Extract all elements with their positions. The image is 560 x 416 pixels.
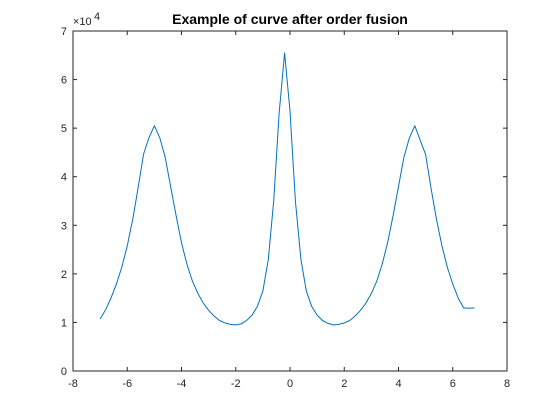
x-tick-label: 2 — [341, 378, 347, 390]
y-exponent-power: 4 — [94, 11, 100, 23]
y-tick-label: 4 — [61, 172, 67, 184]
x-tick-label: -6 — [122, 378, 132, 390]
y-tick-label: 5 — [61, 123, 67, 135]
x-tick-label: 4 — [395, 378, 401, 390]
x-tick-label: -2 — [231, 378, 241, 390]
x-tick-label: 6 — [450, 378, 456, 390]
y-tick-label: 3 — [61, 220, 67, 232]
series-group — [99, 52, 475, 326]
y-exponent-base: ×10 — [73, 16, 92, 28]
axes-box — [72, 30, 508, 372]
x-tick-label: -4 — [177, 378, 187, 390]
y-tick-label: 7 — [61, 26, 67, 38]
x-axis: -8 -6 -4 -2 0 2 4 6 8 — [68, 31, 510, 390]
y-tick-label: 2 — [61, 269, 67, 281]
y-tick-label: 6 — [61, 75, 67, 87]
x-tick-label: -8 — [68, 378, 78, 390]
y-axis: 0 1 2 3 4 5 6 7 — [61, 26, 507, 378]
y-tick-label: 1 — [61, 317, 67, 329]
y-tick-label: 0 — [61, 366, 67, 378]
chart-title: Example of curve after order fusion — [172, 11, 408, 27]
x-tick-label: 0 — [287, 378, 293, 390]
series-line — [99, 52, 475, 326]
x-tick-label: 8 — [504, 378, 510, 390]
